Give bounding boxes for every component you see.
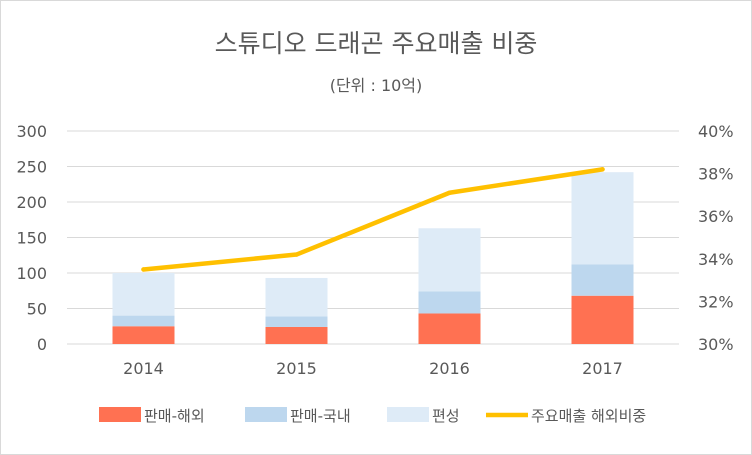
y-right-tick-label: 38% [698,165,734,184]
bar-segment [112,273,175,316]
y-right-tick-label: 30% [698,335,734,354]
y-left-tick-label: 150 [16,229,47,248]
line-point [447,190,452,195]
y-left-tick-label: 300 [16,122,47,141]
y-right-tick-label: 34% [698,250,734,269]
line-point [141,267,146,272]
bar-segment [571,264,634,296]
bar-segment [418,313,481,344]
y-left-tick-label: 100 [16,264,47,283]
x-tick-label: 2014 [123,359,164,378]
x-tick-label: 2015 [276,359,317,378]
line-point [600,167,605,172]
bar-segment [418,228,481,292]
bar-segment [112,315,175,327]
bar-segment [418,291,481,314]
y-right-tick-label: 40% [698,122,734,141]
line-point [294,252,299,257]
axis-labels: 0 50 100 150 200 250 300 30% 32% 34% 36% 38% 40% 2014… [16,122,733,378]
bar-segment [571,172,634,265]
legend-swatch [99,407,141,422]
line-share-series [141,167,605,272]
legend-label: 편성 [432,407,460,425]
y-left-tick-label: 250 [16,158,47,177]
line-series [141,167,605,272]
bar-segment [265,326,328,344]
y-right-tick-label: 32% [698,292,734,311]
bar-segment [265,316,328,327]
y-left-tick-label: 50 [27,300,47,319]
y-right-tick-label: 36% [698,207,734,226]
bar-segment [265,277,328,317]
chart-subtitle: (단위 : 10억) [330,76,423,95]
legend-swatch [387,407,429,422]
y-left-tick-label: 200 [16,193,47,212]
x-tick-label: 2016 [429,359,470,378]
legend: 판매-해외 판매-국내 편성 주요매출 해외비중 [99,407,646,425]
bar-segment [112,326,175,344]
legend-label: 주요매출 해외비중 [531,407,646,425]
x-tick-label: 2017 [582,359,623,378]
bar-segment [571,295,634,344]
chart-title: 스튜디오 드래곤 주요매출 비중 [215,29,538,58]
legend-label: 판매-해외 [144,407,205,425]
legend-swatch [245,407,287,422]
legend-label: 판매-국내 [290,407,351,425]
y-left-tick-label: 0 [37,335,47,354]
bars [112,172,634,344]
